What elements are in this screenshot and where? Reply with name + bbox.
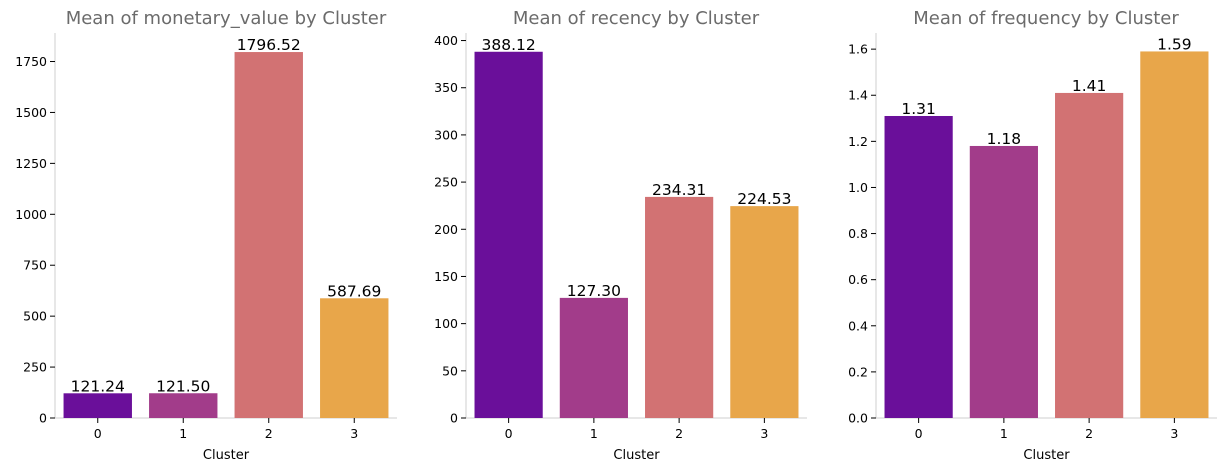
y-tick-label: 350: [434, 80, 458, 95]
y-tick-label: 1.6: [848, 42, 868, 57]
y-tick-label: 0: [39, 411, 47, 426]
data-label-cluster-1: 127.30: [567, 282, 621, 300]
y-tick-label: 1.2: [848, 134, 868, 149]
x-tick-label: 0: [915, 426, 923, 441]
data-label-cluster-0: 388.12: [482, 36, 536, 54]
y-tick-label: 500: [23, 309, 47, 324]
x-tick-label: 2: [675, 426, 683, 441]
y-tick-label: 0.6: [848, 272, 868, 287]
data-label-cluster-1: 1.18: [987, 130, 1022, 148]
x-tick-label: 3: [760, 426, 768, 441]
y-tick-label: 1750: [15, 54, 47, 69]
bar-cluster-1: [149, 393, 218, 418]
y-tick-label: 200: [434, 222, 458, 237]
y-tick-label: 750: [23, 258, 47, 273]
x-tick-label: 2: [265, 426, 273, 441]
data-label-cluster-2: 1.41: [1072, 77, 1107, 95]
y-tick-label: 0.8: [848, 226, 868, 241]
y-tick-label: 1.4: [848, 88, 868, 103]
chart-title-frequency: Mean of frequency by Cluster: [913, 8, 1179, 29]
data-label-cluster-3: 587.69: [327, 282, 381, 300]
chart-panel-recency: Mean of recency by Cluster 0 50 100 150 200 25…: [434, 8, 807, 463]
y-tick-label: 50: [442, 363, 458, 378]
bar-cluster-3: [1140, 51, 1209, 418]
data-label-cluster-2: 234.31: [652, 181, 706, 199]
bar-cluster-0: [474, 51, 543, 419]
y-tick-label: 150: [434, 269, 458, 284]
data-label-cluster-0: 1.31: [901, 100, 936, 118]
x-axis-label: Cluster: [1023, 448, 1070, 463]
bar-cluster-1: [969, 145, 1038, 419]
x-tick-label: 3: [1170, 426, 1178, 441]
x-tick-label: 1: [590, 426, 598, 441]
bar-cluster-2: [234, 52, 303, 418]
y-tick-label: 0: [450, 411, 458, 426]
y-tick-label: 250: [434, 175, 458, 190]
chart-panel-monetary-value: Mean of monetary_value by Cluster 0 250 500…: [15, 8, 397, 463]
y-tick-label: 1000: [15, 207, 47, 222]
bar-cluster-3: [320, 298, 389, 418]
x-tick-label: 2: [1085, 426, 1093, 441]
chart-title-recency: Mean of recency by Cluster: [513, 8, 760, 29]
data-label-cluster-2: 1796.52: [237, 36, 301, 54]
y-tick-label: 0.2: [848, 364, 868, 379]
y-tick-label: 300: [434, 127, 458, 142]
x-tick-label: 3: [350, 426, 358, 441]
y-tick-label: 1500: [15, 105, 47, 120]
data-label-cluster-3: 224.53: [737, 190, 791, 208]
x-axis-label: Cluster: [613, 448, 660, 463]
y-tick-label: 0.0: [848, 411, 868, 426]
bar-cluster-0: [884, 115, 953, 418]
y-tick-label: 400: [434, 33, 458, 48]
y-tick-label: 1250: [15, 156, 47, 171]
y-tick-label: 0.4: [848, 318, 868, 333]
bar-cluster-1: [559, 297, 628, 418]
bar-cluster-2: [1055, 92, 1124, 418]
bar-cluster-2: [645, 196, 714, 418]
x-tick-label: 0: [505, 426, 513, 441]
data-label-cluster-0: 121.24: [71, 377, 125, 395]
x-tick-label: 1: [1000, 426, 1008, 441]
data-label-cluster-1: 121.50: [156, 377, 210, 395]
chart-title-monetary-value: Mean of monetary_value by Cluster: [66, 8, 387, 29]
y-tick-label: 1.0: [848, 180, 868, 195]
chart-panel-frequency: Mean of frequency by Cluster 0.0 0.2 0.4 0.6…: [848, 8, 1217, 463]
data-label-cluster-3: 1.59: [1157, 35, 1192, 53]
y-tick-label: 100: [434, 316, 458, 331]
y-tick-label: 250: [23, 360, 47, 375]
x-tick-label: 1: [179, 426, 187, 441]
x-tick-label: 0: [94, 426, 102, 441]
bar-cluster-3: [730, 206, 799, 418]
bar-cluster-0: [63, 393, 132, 418]
x-axis-label: Cluster: [203, 448, 250, 463]
